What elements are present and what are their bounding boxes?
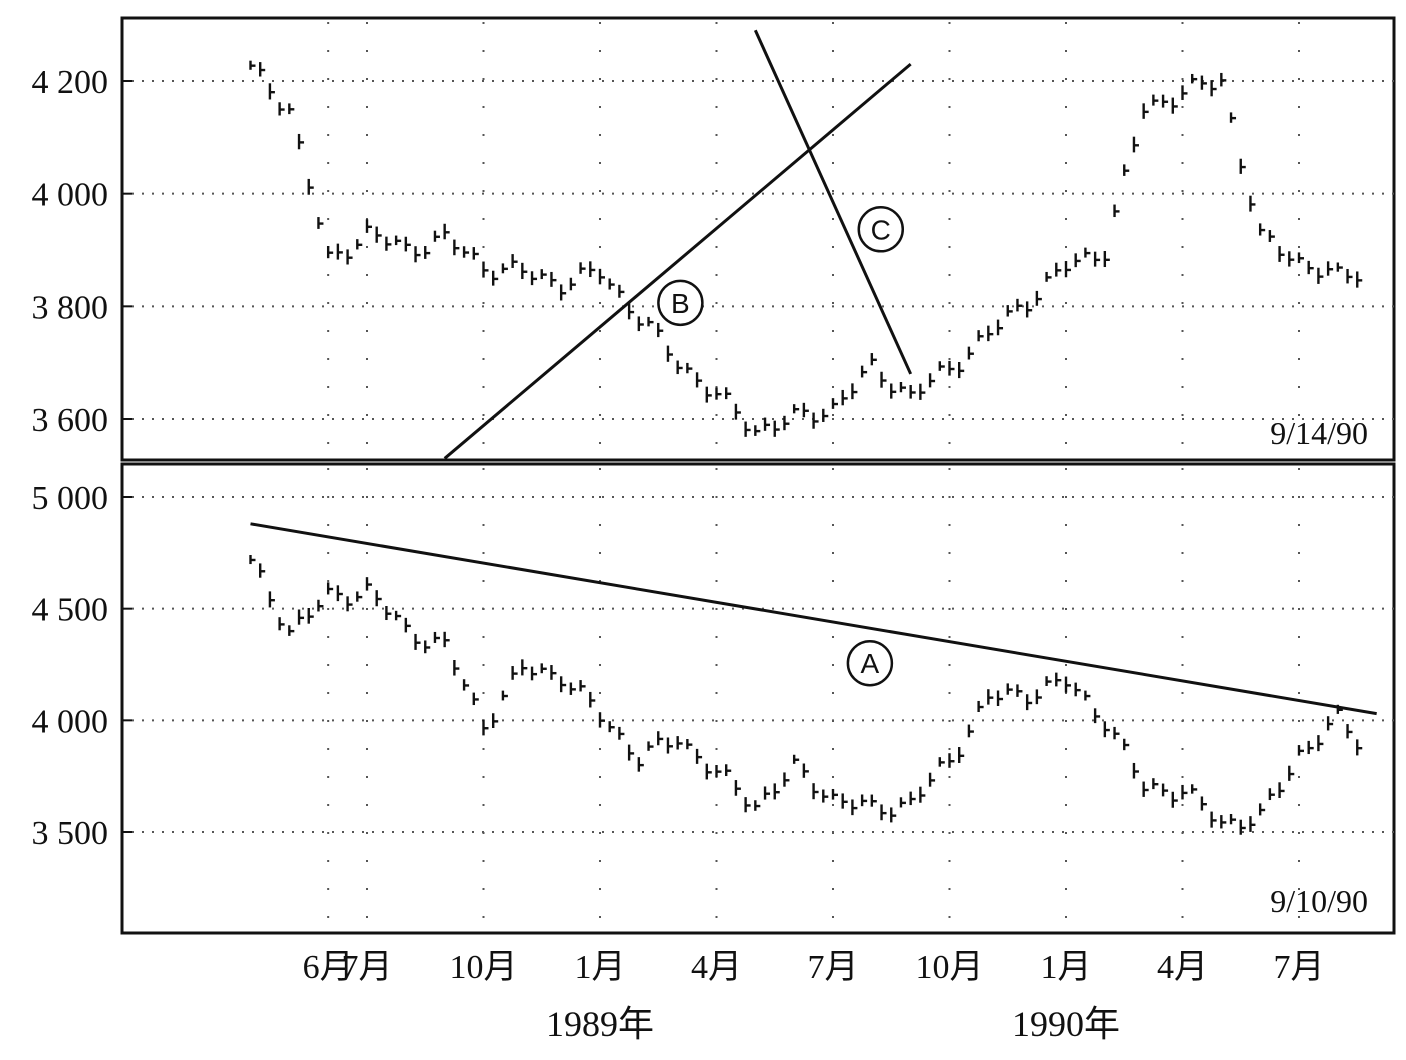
x-year-label: 1990年 bbox=[1012, 1004, 1120, 1044]
trendline-b bbox=[443, 62, 912, 460]
y-tick-label: 3 500 bbox=[32, 815, 109, 852]
top-panel-y-ticks: 3 600 3 800 4 000 4 200 bbox=[32, 64, 109, 439]
trendline-label: B bbox=[671, 288, 690, 319]
y-tick-label: 4 200 bbox=[32, 64, 109, 101]
trendline-label: C bbox=[871, 214, 891, 245]
bottom-panel-price-bars bbox=[249, 555, 1363, 835]
bottom-panel-grid bbox=[122, 468, 1394, 929]
x-tick-label: 6月 bbox=[303, 949, 354, 986]
y-tick-label: 4 000 bbox=[32, 703, 109, 740]
trendline-label-circle bbox=[657, 279, 704, 327]
trendline-c bbox=[753, 29, 913, 375]
y-tick-label: 3 800 bbox=[32, 289, 109, 326]
x-tick-label: 4月 bbox=[1157, 949, 1208, 986]
bottom-panel-y-ticks: 3 500 4 000 4 500 5 000 bbox=[32, 480, 109, 852]
x-tick-label: 7月 bbox=[808, 949, 859, 986]
trendline-a bbox=[250, 522, 1377, 716]
top-panel-price-bars bbox=[249, 60, 1363, 437]
x-tick-label: 7月 bbox=[342, 949, 393, 986]
y-tick-label: 5 000 bbox=[32, 480, 109, 517]
x-tick-label: 1月 bbox=[575, 949, 626, 986]
bottom-panel-frame bbox=[120, 462, 1396, 935]
y-tick-label: 4 500 bbox=[32, 592, 109, 629]
top-panel-trendlines: BC bbox=[443, 29, 913, 460]
x-year-label: 1989年 bbox=[546, 1004, 654, 1044]
bottom-panel-date-stamp: 9/10/90 bbox=[1270, 883, 1368, 919]
top-panel-date-stamp: 9/14/90 bbox=[1270, 415, 1368, 451]
top-panel-grid bbox=[122, 22, 1394, 456]
bottom-panel-trendlines: A bbox=[250, 522, 1377, 716]
x-axis-year-labels: 1989年 1990年 bbox=[546, 1004, 1120, 1044]
x-tick-label: 7月 bbox=[1274, 949, 1325, 986]
x-tick-label: 10月 bbox=[450, 949, 518, 986]
x-tick-label: 1月 bbox=[1041, 949, 1092, 986]
trendline-label-circle bbox=[857, 206, 905, 253]
trendline-label: A bbox=[861, 648, 880, 679]
x-tick-label: 10月 bbox=[916, 949, 984, 986]
trendline-label-circle bbox=[846, 639, 894, 687]
y-tick-label: 3 600 bbox=[32, 402, 109, 439]
top-panel-frame bbox=[120, 16, 1396, 462]
x-tick-label: 4月 bbox=[691, 949, 742, 986]
y-tick-label: 4 000 bbox=[32, 177, 109, 214]
